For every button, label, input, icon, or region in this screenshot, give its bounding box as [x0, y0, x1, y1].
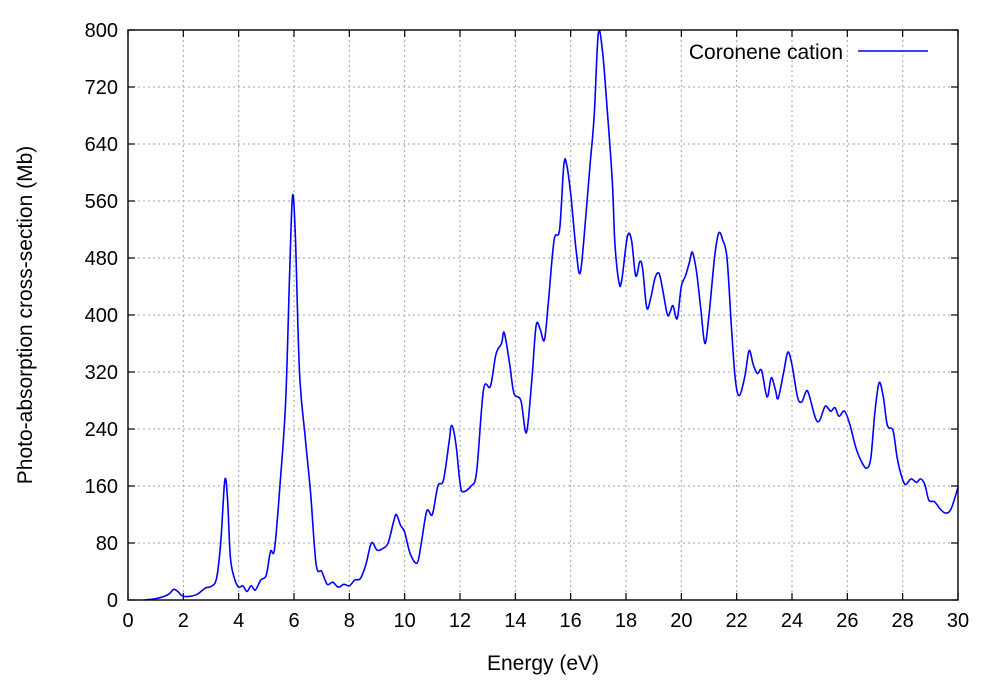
y-tick-label: 800	[85, 20, 118, 42]
y-tick-label: 400	[85, 305, 118, 327]
x-tick-label: 28	[892, 610, 914, 632]
legend: Coronene cation	[689, 41, 928, 64]
x-tick-label: 20	[670, 610, 692, 632]
y-axis-title: Photo-absorption cross-section (Mb)	[14, 146, 37, 484]
y-tick-label: 720	[85, 77, 118, 99]
x-tick-label: 2	[178, 610, 189, 632]
y-tick-label: 80	[96, 533, 118, 555]
x-tick-label: 4	[233, 610, 244, 632]
y-tick-label: 240	[85, 419, 118, 441]
x-tick-label: 24	[781, 610, 803, 632]
y-tick-label: 320	[85, 362, 118, 384]
y-tick-label: 480	[85, 248, 118, 270]
x-axis-title: Energy (eV)	[487, 652, 599, 675]
series-line-0	[144, 29, 959, 601]
legend-label: Coronene cation	[689, 41, 843, 64]
x-tick-label: 22	[726, 610, 748, 632]
plot-frame	[127, 29, 959, 601]
x-tick-label: 8	[344, 610, 355, 632]
y-tick-label: 640	[85, 134, 118, 156]
y-tick-label: 160	[85, 476, 118, 498]
x-tick-label: 14	[504, 610, 526, 632]
series-layer	[144, 29, 959, 601]
y-tick-label: 0	[107, 590, 118, 612]
x-tick-label: 12	[449, 610, 471, 632]
x-tick-label: 18	[615, 610, 637, 632]
x-tick-label: 10	[394, 610, 416, 632]
grid	[128, 30, 958, 600]
x-tick-label: 0	[122, 610, 133, 632]
x-tick-label: 6	[288, 610, 299, 632]
x-tick-label: 16	[560, 610, 582, 632]
x-tick-label: 26	[836, 610, 858, 632]
y-tick-label: 560	[85, 191, 118, 213]
x-tick-label: 30	[947, 610, 969, 632]
y-axis-ticks: 0 80 160 240 320 400 480 560 640 720 800	[85, 20, 958, 612]
